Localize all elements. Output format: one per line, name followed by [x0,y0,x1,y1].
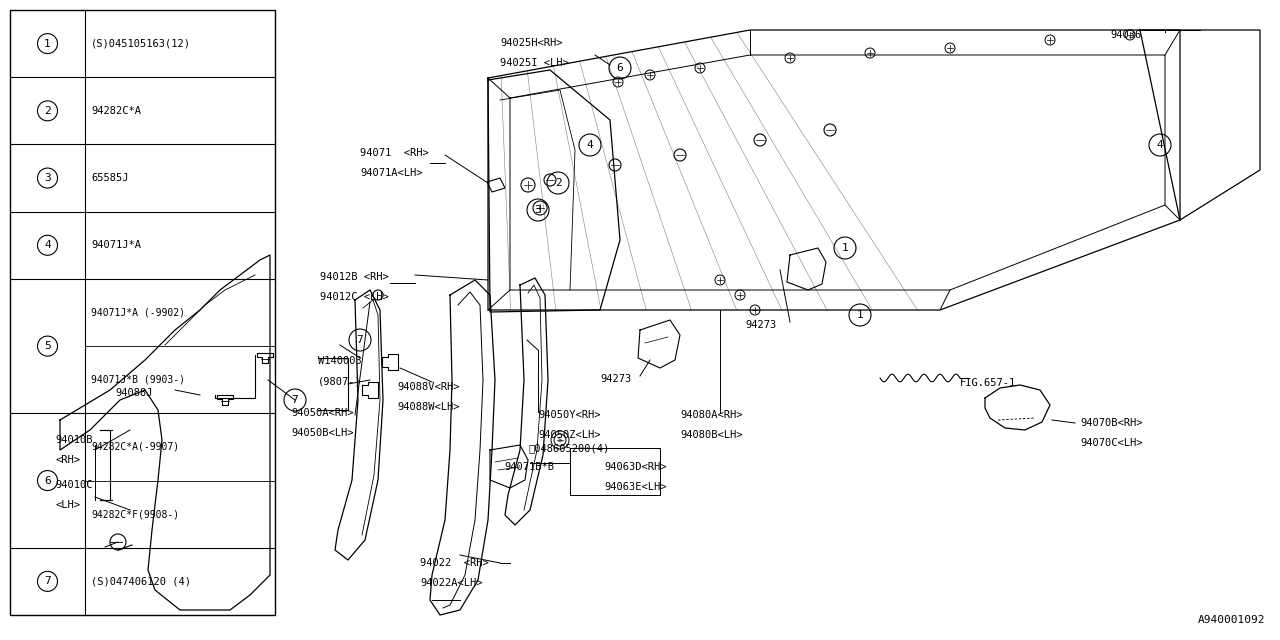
Text: 94088W<LH>: 94088W<LH> [397,402,460,412]
Text: (9807-): (9807-) [317,376,362,386]
Text: 94088V<RH>: 94088V<RH> [397,382,460,392]
Text: 94050B<LH>: 94050B<LH> [291,428,353,438]
Text: 94070B<RH>: 94070B<RH> [1080,418,1143,428]
Text: 94070C<LH>: 94070C<LH> [1080,438,1143,448]
Text: 94025H<RH>: 94025H<RH> [500,38,562,48]
Text: 94273: 94273 [745,320,776,330]
Text: 94282C*A: 94282C*A [91,106,141,116]
Text: 94050Y<RH>: 94050Y<RH> [538,410,600,420]
Text: 94273: 94273 [600,374,631,384]
Text: 94282C*A(-9907): 94282C*A(-9907) [91,442,179,452]
Text: 2: 2 [554,178,562,188]
Text: 94071J*A: 94071J*A [91,240,141,250]
Text: FIG.657-1: FIG.657-1 [960,378,1016,388]
Text: 94022A<LH>: 94022A<LH> [420,578,483,588]
Text: 94080A<RH>: 94080A<RH> [680,410,742,420]
Text: 4: 4 [1157,140,1164,150]
Text: 7: 7 [357,335,364,345]
Text: 1: 1 [842,243,849,253]
Text: 94010C: 94010C [55,480,92,490]
Text: 6: 6 [44,476,51,486]
Text: <LH>: <LH> [55,500,81,510]
Text: 3: 3 [44,173,51,183]
Text: A940001092: A940001092 [1198,615,1265,625]
Text: 4: 4 [44,240,51,250]
Text: W140003: W140003 [317,356,362,366]
Text: 94012B <RH>: 94012B <RH> [320,272,389,282]
Text: 94088J: 94088J [115,388,152,398]
Text: 94063E<LH>: 94063E<LH> [604,482,667,492]
Text: (S)047406120 (4): (S)047406120 (4) [91,577,191,586]
Text: 94036: 94036 [1110,30,1142,40]
Text: 94071B*B: 94071B*B [504,462,554,472]
Text: 2: 2 [44,106,51,116]
Text: 1: 1 [856,310,864,320]
Text: 94071J*B (9903-): 94071J*B (9903-) [91,375,186,385]
Text: 7: 7 [292,395,298,405]
Text: 5: 5 [44,341,51,351]
Text: 94071  <RH>: 94071 <RH> [360,148,429,158]
Text: 94080B<LH>: 94080B<LH> [680,430,742,440]
Text: 94012C <LH>: 94012C <LH> [320,292,389,302]
Text: 7: 7 [44,577,51,586]
Text: 94050A<RH>: 94050A<RH> [291,408,353,418]
Text: 94050Z<LH>: 94050Z<LH> [538,430,600,440]
Text: S: S [558,437,562,443]
Text: 6: 6 [617,63,623,73]
Text: 94282C*F(9908-): 94282C*F(9908-) [91,509,179,519]
Text: 94071A<LH>: 94071A<LH> [360,168,422,178]
Text: <RH>: <RH> [55,455,81,465]
Text: 4: 4 [586,140,594,150]
Text: 94063D<RH>: 94063D<RH> [604,462,667,472]
Text: 94025I <LH>: 94025I <LH> [500,58,568,68]
Text: 1: 1 [44,38,51,49]
Text: Ⓢ048605200(4): Ⓢ048605200(4) [529,443,609,453]
Bar [10,10,275,615]
Text: (S)045105163(12): (S)045105163(12) [91,38,191,49]
Polygon shape [486,178,506,192]
Text: 94022  <RH>: 94022 <RH> [420,558,489,568]
Text: 94010B: 94010B [55,435,92,445]
Text: 65585J: 65585J [91,173,128,183]
Text: 3: 3 [535,205,541,215]
Text: 94071J*A (-9902): 94071J*A (-9902) [91,307,186,317]
